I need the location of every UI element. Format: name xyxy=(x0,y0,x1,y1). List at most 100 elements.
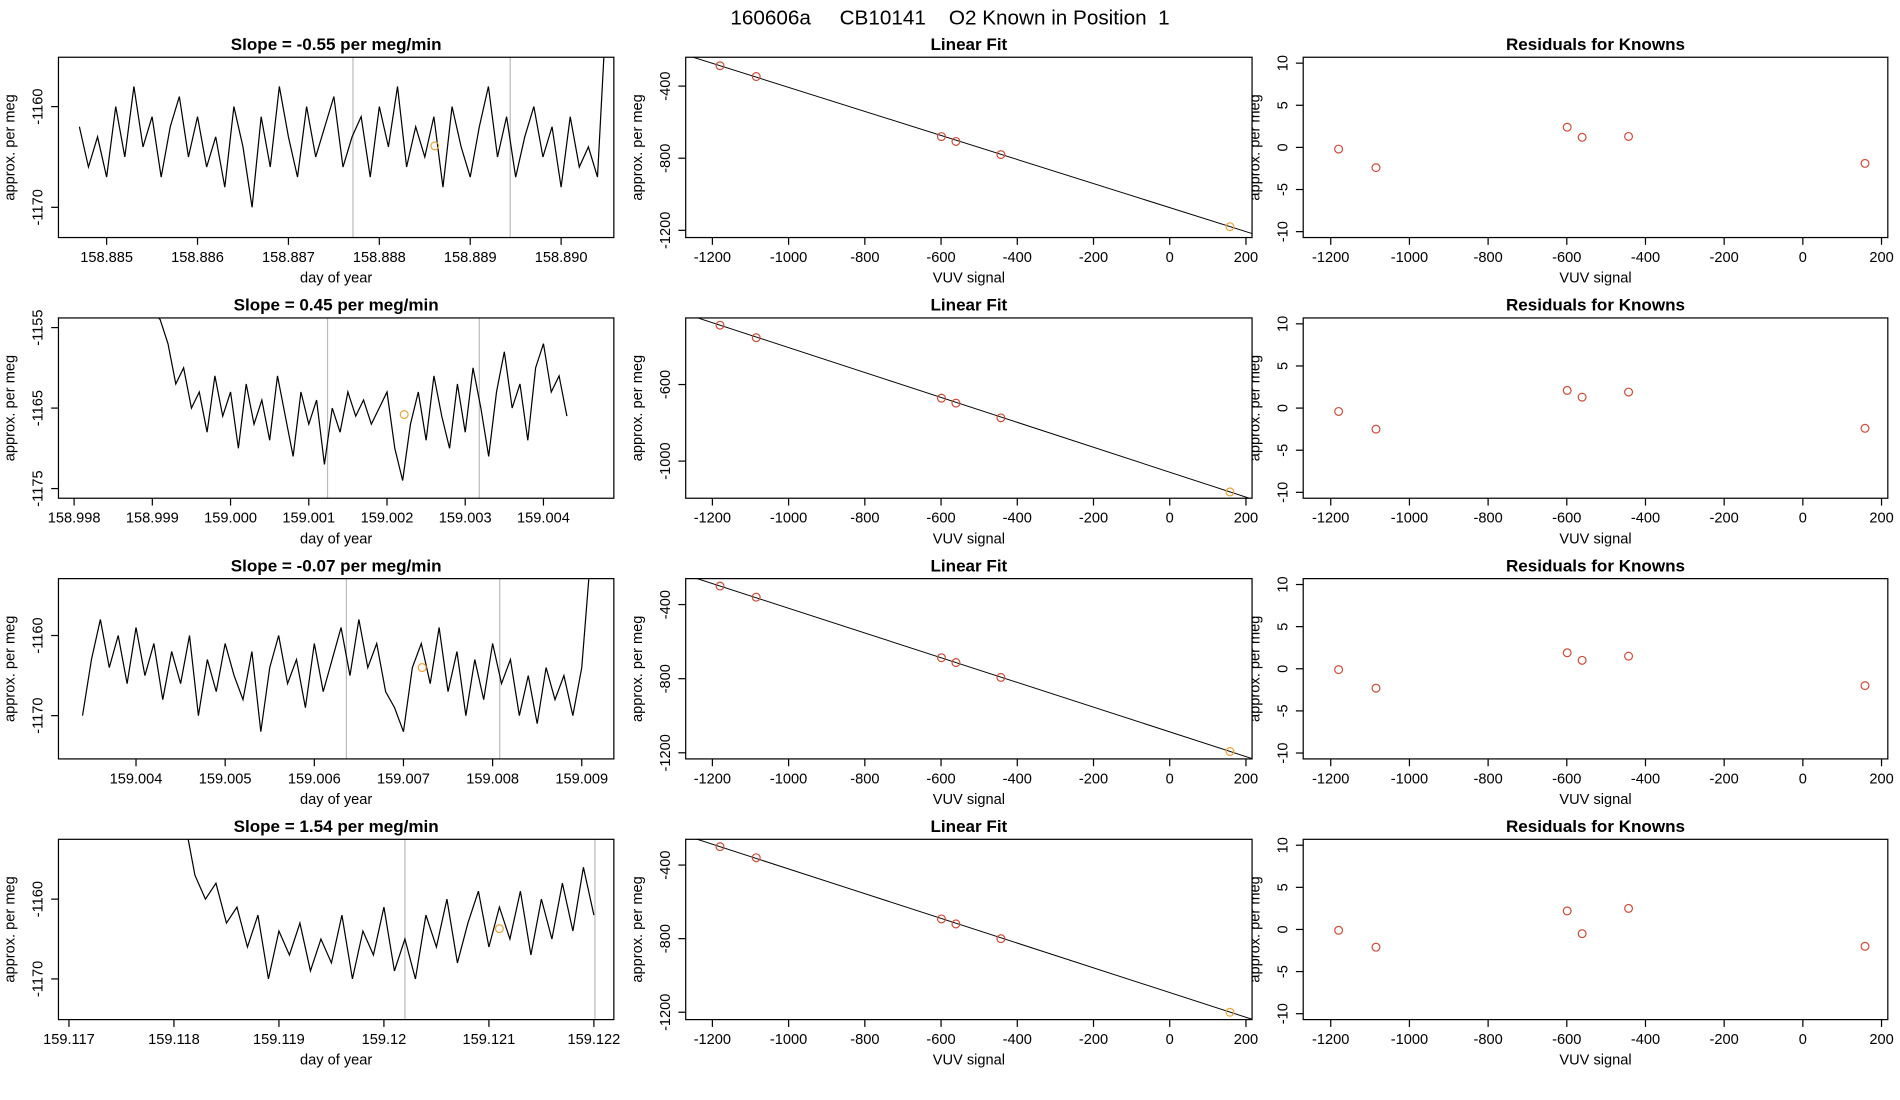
x-tick-label: 200 xyxy=(1869,511,1893,527)
x-tick-label: -400 xyxy=(1631,1032,1660,1048)
x-tick-label: 159.006 xyxy=(288,771,341,787)
x-tick-label: -1200 xyxy=(694,1032,731,1048)
point xyxy=(951,919,961,929)
plot-frame xyxy=(685,578,1253,760)
panel: Slope = 1.54 per meg/min day of year appro… xyxy=(3,817,621,1069)
x-tick-label: -400 xyxy=(1003,511,1032,527)
point xyxy=(1371,424,1381,434)
point xyxy=(1225,1007,1235,1017)
plot-frame xyxy=(57,578,615,760)
x-tick-label: -1200 xyxy=(694,250,731,266)
x-tick-label: -200 xyxy=(1079,771,1108,787)
point xyxy=(751,333,761,343)
x-tick-label: -600 xyxy=(1552,250,1581,266)
x-tick-label: 0 xyxy=(1166,511,1174,527)
series-line xyxy=(81,578,590,732)
point xyxy=(1334,144,1344,154)
x-tick-label: -1200 xyxy=(694,771,731,787)
point xyxy=(1624,903,1634,913)
plot-frame xyxy=(57,838,615,1021)
y-tick-label: -400 xyxy=(658,71,674,100)
x-axis-label: VUV signal xyxy=(933,531,1005,547)
y-tick-label: -1160 xyxy=(31,88,47,124)
x-tick-label: -200 xyxy=(1079,511,1108,527)
y-tick-label: -1170 xyxy=(31,189,47,225)
x-tick-label: 159.001 xyxy=(282,511,335,527)
plot-area xyxy=(696,317,1251,499)
point xyxy=(1334,406,1344,416)
x-tick-label: 159.117 xyxy=(43,1032,95,1048)
point xyxy=(996,934,1006,944)
x-axis-label: day of year xyxy=(300,531,372,547)
point xyxy=(1860,941,1870,951)
y-tick-label: -800 xyxy=(658,664,674,693)
y-axis-label: approx. per meg xyxy=(3,876,19,982)
y-axis-label: approx. per meg xyxy=(1247,876,1263,982)
y-tick-label: 10 xyxy=(1275,576,1291,592)
y-tick-label: -10 xyxy=(1275,1003,1291,1024)
plot-frame xyxy=(1302,838,1889,1021)
x-axis-label: day of year xyxy=(300,1053,372,1069)
x-tick-label: -800 xyxy=(850,511,879,527)
point xyxy=(399,410,409,420)
x-tick-label: 159.000 xyxy=(204,511,257,527)
y-tick-label: -1170 xyxy=(31,961,47,997)
plot-frame xyxy=(1302,317,1889,499)
series-line xyxy=(187,839,595,980)
plot-area xyxy=(695,839,1253,1020)
y-tick-label: -400 xyxy=(658,850,674,879)
x-tick-label: 200 xyxy=(1234,511,1258,527)
x-tick-label: -200 xyxy=(1710,771,1739,787)
point xyxy=(715,320,725,330)
plot-area xyxy=(81,578,590,759)
point xyxy=(936,393,946,403)
panel: Residuals for Knowns VUV signal approx. pe… xyxy=(1247,817,1893,1069)
x-tick-label: -600 xyxy=(926,771,955,787)
point xyxy=(1860,423,1870,433)
point xyxy=(1334,665,1344,675)
point xyxy=(1577,929,1587,939)
y-tick-label: 5 xyxy=(1275,362,1291,370)
x-tick-label: -1000 xyxy=(1391,1032,1428,1048)
plot-area xyxy=(78,57,605,238)
panel: Linear Fit VUV signal approx. per meg -1200… xyxy=(630,817,1258,1069)
point xyxy=(430,141,440,151)
plot-area xyxy=(1334,903,1870,952)
x-tick-label: -800 xyxy=(1473,771,1502,787)
x-tick-label: -200 xyxy=(1710,250,1739,266)
point xyxy=(1562,122,1572,132)
point xyxy=(1624,387,1634,397)
x-tick-label: 159.003 xyxy=(439,511,492,527)
y-tick-label: 5 xyxy=(1275,101,1291,109)
panel-title: Slope = 0.45 per meg/min xyxy=(234,296,439,315)
x-tick-label: -1000 xyxy=(770,511,807,527)
series-line xyxy=(157,317,568,481)
panel-title: Slope = -0.07 per meg/min xyxy=(231,556,442,575)
x-tick-label: -1200 xyxy=(694,511,731,527)
panel-title: Residuals for Knowns xyxy=(1506,556,1685,575)
x-tick-label: -200 xyxy=(1079,250,1108,266)
y-axis-label: approx. per meg xyxy=(3,355,19,461)
x-tick-label: -1200 xyxy=(1312,771,1349,787)
point xyxy=(751,72,761,82)
panel: Linear Fit VUV signal approx. per meg -1200… xyxy=(630,296,1258,548)
x-tick-label: 159.121 xyxy=(463,1032,516,1048)
x-axis-label: VUV signal xyxy=(933,271,1005,287)
plot-area xyxy=(187,839,596,1020)
y-tick-label: 0 xyxy=(1275,404,1291,412)
x-tick-label: 158.998 xyxy=(48,511,101,527)
y-tick-label: -1155 xyxy=(31,309,47,345)
x-tick-label: -400 xyxy=(1631,771,1660,787)
y-tick-label: -600 xyxy=(658,370,674,399)
y-tick-label: 10 xyxy=(1275,55,1291,71)
x-tick-label: 159.12 xyxy=(362,1032,407,1048)
y-axis-label: approx. per meg xyxy=(1247,616,1263,722)
x-tick-label: 158.999 xyxy=(126,511,179,527)
x-tick-label: -1200 xyxy=(1312,250,1349,266)
x-tick-label: 200 xyxy=(1869,250,1893,266)
fit-line xyxy=(696,317,1251,499)
x-tick-label: -400 xyxy=(1003,250,1032,266)
point xyxy=(1562,906,1572,916)
point xyxy=(751,592,761,602)
